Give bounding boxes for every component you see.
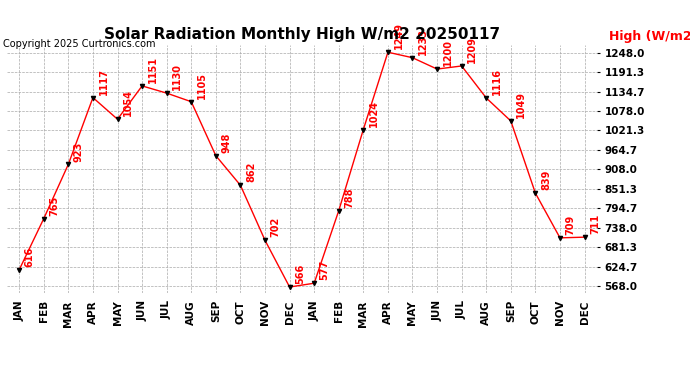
Text: 1024: 1024 [369, 100, 379, 127]
Text: 566: 566 [295, 264, 305, 284]
Text: 862: 862 [246, 162, 256, 183]
Text: High (W/m2): High (W/m2) [609, 30, 690, 43]
Text: 711: 711 [590, 214, 600, 234]
Text: Copyright 2025 Curtronics.com: Copyright 2025 Curtronics.com [3, 39, 156, 50]
Text: 1054: 1054 [123, 90, 133, 117]
Text: 702: 702 [270, 217, 281, 237]
Text: 788: 788 [344, 188, 354, 208]
Text: 1249: 1249 [393, 22, 404, 50]
Text: 709: 709 [566, 215, 575, 235]
Text: 1130: 1130 [172, 63, 182, 90]
Text: 1151: 1151 [148, 56, 157, 83]
Text: 839: 839 [541, 170, 551, 190]
Text: 1117: 1117 [99, 68, 108, 95]
Text: 923: 923 [74, 141, 84, 162]
Text: 1049: 1049 [516, 91, 526, 118]
Text: 1209: 1209 [467, 36, 477, 63]
Text: 1105: 1105 [197, 72, 207, 99]
Title: Solar Radiation Monthly High W/m2 20250117: Solar Radiation Monthly High W/m2 202501… [104, 27, 500, 42]
Text: 577: 577 [319, 260, 330, 280]
Text: 765: 765 [49, 196, 59, 216]
Text: 948: 948 [221, 132, 231, 153]
Text: 1233: 1233 [418, 28, 428, 55]
Text: 1116: 1116 [492, 68, 502, 95]
Text: 616: 616 [25, 247, 34, 267]
Text: 1200: 1200 [442, 39, 453, 66]
